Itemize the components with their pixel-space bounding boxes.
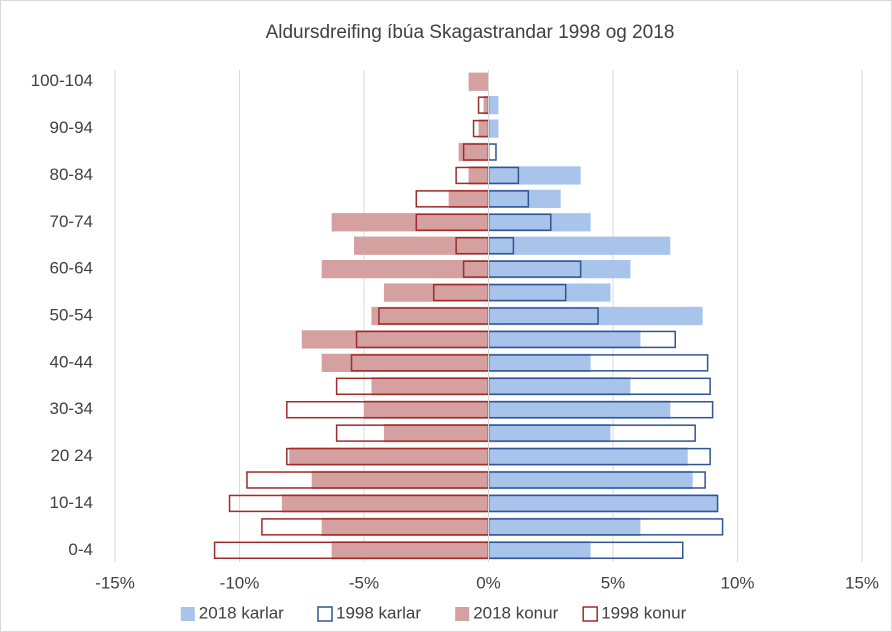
y-tick-label: 70-74: [50, 212, 93, 231]
y-tick-label: 100-104: [31, 71, 93, 90]
chart-title: Aldursdreifing íbúa Skagastrandar 1998 o…: [266, 22, 675, 43]
bar: [478, 119, 489, 138]
bar: [289, 447, 489, 466]
y-tick-label: 50-54: [50, 305, 93, 324]
legend-label: 1998 konur: [601, 603, 686, 622]
y-tick-label: 10-14: [50, 493, 93, 512]
bar: [488, 470, 693, 490]
bar: [488, 306, 703, 326]
x-tick-label: -15%: [95, 573, 135, 592]
bar: [281, 494, 489, 513]
x-tick-label: -10%: [220, 573, 260, 592]
bar: [468, 166, 489, 185]
bar: [488, 96, 499, 115]
bar: [488, 166, 581, 185]
bar: [383, 424, 489, 443]
bar: [488, 541, 591, 560]
bar: [321, 260, 489, 279]
bar: [371, 306, 489, 326]
bar: [483, 96, 489, 115]
bar: [371, 377, 489, 396]
y-tick-label: 40-44: [50, 352, 93, 371]
bar: [448, 189, 489, 208]
bar: [331, 541, 489, 560]
bar: [488, 494, 718, 513]
bar: [321, 517, 489, 536]
legend-swatch: [582, 606, 598, 622]
bar: [488, 213, 591, 232]
bar: [301, 330, 489, 349]
legend-label: 2018 karlar: [199, 603, 284, 622]
bar: [488, 517, 641, 536]
legend-swatch: [455, 607, 470, 621]
x-tick-label: 0%: [476, 573, 501, 592]
bar: [488, 236, 671, 255]
y-tick-label: 20 24: [50, 446, 93, 465]
bar: [468, 72, 489, 91]
bar: [321, 353, 489, 372]
y-tick-label: 30-34: [50, 399, 93, 418]
bar: [383, 283, 489, 302]
x-tick-label: 10%: [720, 573, 754, 592]
bar: [488, 119, 499, 138]
bar: [488, 353, 591, 372]
bar: [488, 330, 641, 349]
bar: [488, 283, 611, 302]
legend-swatch: [180, 607, 195, 621]
bar: [488, 447, 688, 466]
bar: [488, 260, 631, 279]
x-tick-label: 5%: [601, 573, 626, 592]
x-tick-label: 15%: [845, 573, 879, 592]
bar: [354, 236, 489, 255]
y-tick-label: 80-84: [50, 165, 93, 184]
bar: [331, 213, 489, 232]
bar: [488, 189, 561, 208]
y-tick-label: 0-4: [68, 540, 93, 559]
bar: [364, 400, 489, 419]
bar: [488, 400, 671, 419]
y-tick-label: 60-64: [50, 259, 93, 278]
legend-swatch: [317, 606, 333, 622]
y-tick-label: 90-94: [50, 118, 93, 137]
legend-label: 1998 karlar: [336, 603, 421, 622]
legend-label: 2018 konur: [473, 603, 558, 622]
x-tick-label: -5%: [349, 573, 379, 592]
bar: [488, 377, 631, 396]
bar: [458, 142, 489, 162]
bar: [311, 470, 489, 490]
bar: [488, 424, 611, 443]
